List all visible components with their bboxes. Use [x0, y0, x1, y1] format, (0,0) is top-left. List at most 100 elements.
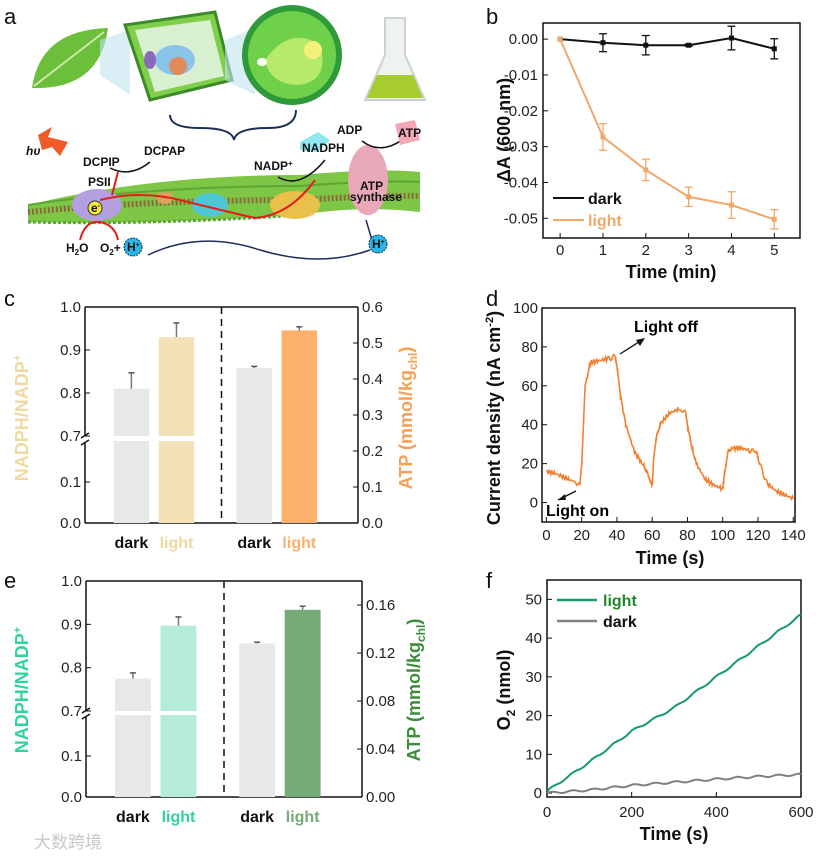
panel-label-c: c	[4, 286, 15, 311]
e-bar-nadph-dark	[114, 678, 151, 797]
panel-a-illustration: hυ DCPIP DCPAP PSII e- H2O O2+ H+ H+ NAD…	[26, 5, 427, 260]
b-point-light	[728, 202, 734, 208]
proton-label-right: H+	[372, 237, 385, 251]
panel-label-f: f	[486, 568, 493, 593]
d-light-off-arrowhead	[636, 338, 645, 346]
electron-arrow-dcpip	[111, 171, 119, 196]
f-ytick-label: 20	[525, 708, 542, 725]
b-point-dark	[728, 35, 734, 41]
b-point-light	[557, 36, 563, 42]
panel-label-d: d	[486, 286, 498, 311]
hv-label: hυ	[26, 144, 40, 158]
electron-icon	[87, 200, 103, 216]
b-legend-light: light	[588, 213, 622, 230]
zoom-cone	[100, 30, 130, 95]
electron-label: e-	[91, 201, 101, 215]
e-bar-break	[159, 711, 198, 715]
nadp-arrow	[277, 159, 326, 182]
f-xtick-label: 400	[704, 804, 729, 821]
d-plot-frame	[541, 307, 796, 523]
b-xtick-label: 1	[599, 242, 607, 259]
c-right-ytick-label: 0.2	[362, 443, 383, 460]
d-xtick-label: 80	[679, 527, 696, 544]
b-point-light	[686, 194, 692, 200]
b-point-dark	[686, 42, 692, 48]
c-axis-break-icon	[80, 432, 90, 446]
e-category-light: light	[286, 809, 320, 826]
e-right-ytick-label: 0.04	[366, 741, 395, 758]
plant-cell-icon	[123, 10, 234, 102]
d-ytick-label: 20	[521, 456, 538, 473]
b-ytick-label: -0.01	[504, 67, 538, 84]
d-xtick-label: 40	[609, 527, 626, 544]
f-ytick-label: 40	[525, 630, 542, 647]
c-right-ytick-label: 0.5	[362, 335, 383, 352]
c-category-light: light	[282, 535, 316, 552]
c-bar-break	[112, 436, 151, 441]
b-series-dark-line	[560, 37, 775, 50]
b-xtick-label: 3	[684, 242, 692, 259]
c-right-ytick-label: 0.3	[362, 407, 383, 424]
e-right-ytick-label: 0.16	[366, 597, 395, 614]
c-left-ytick-label: 0.9	[60, 342, 81, 359]
panel-label-e: e	[4, 568, 16, 593]
c-left-ytick-label: 0.7	[60, 428, 81, 445]
f-xtick-label: 600	[788, 804, 813, 821]
c-left-ytick-label: 0.1	[60, 474, 81, 491]
d-ytick-label: 60	[521, 378, 538, 395]
f-ytick-label: 50	[525, 591, 542, 608]
b-xlabel: Time (min)	[626, 262, 717, 282]
proton-label-left: H+	[127, 240, 140, 254]
b-xtick-label: 0	[556, 242, 564, 259]
b-point-dark	[771, 46, 777, 52]
nadph-label: NADPH	[302, 141, 345, 155]
d-ytick-label: 80	[521, 339, 538, 356]
e-left-ytick-label: 0.0	[61, 789, 82, 806]
psii-label: PSII	[88, 175, 111, 189]
d-current-line	[545, 353, 794, 502]
b-point-light	[771, 216, 777, 222]
proton-arrow	[147, 240, 371, 260]
proton-icon-right	[368, 234, 388, 254]
atp-synthase-label-1: ATP	[360, 179, 383, 193]
b-plot-frame	[542, 22, 801, 239]
b-ytick-label: -0.05	[504, 210, 538, 227]
f-ytick-label: 10	[525, 746, 542, 763]
e-right-ytick-label: 0.12	[366, 645, 395, 662]
f-series-light-line	[546, 613, 802, 792]
h2o-label: H2O	[66, 241, 88, 257]
b-point-light	[600, 134, 606, 140]
e-axis-break-icon	[81, 707, 91, 720]
f-legend-light: light	[603, 593, 637, 610]
e-left-ytick-label: 0.8	[61, 660, 82, 677]
e-category-dark: dark	[240, 809, 274, 826]
adp-arrow	[361, 139, 403, 149]
chloroplast-icon	[242, 5, 342, 105]
c-right-ytick-label: 0.6	[362, 299, 383, 316]
c-bar-atp-light	[281, 330, 318, 523]
e-category-dark: dark	[116, 809, 150, 826]
b-series-light-line	[559, 38, 775, 221]
nadph-burst	[300, 132, 330, 152]
dcpap-label: DCPAP	[144, 144, 185, 158]
d-xtick-label: 20	[573, 527, 590, 544]
flask-icon	[363, 17, 427, 101]
d-light-on-arrowhead	[558, 494, 566, 500]
adp-label: ADP	[337, 123, 362, 137]
dcpip-label: DCPIP	[83, 155, 120, 169]
leaf-icon	[32, 28, 108, 89]
c-bar-atp-dark	[236, 368, 273, 523]
f-ytick-label: 30	[525, 669, 542, 686]
watermark: 大数跨境	[34, 833, 102, 852]
e-left-ytick-label: 1.0	[61, 573, 82, 590]
f-xtick-label: 200	[619, 804, 644, 821]
d-ytick-label: 100	[513, 300, 538, 317]
proton-icon-left	[123, 237, 143, 257]
f-plot-frame	[546, 579, 802, 798]
d-xtick-label: 100	[710, 527, 735, 544]
c-left-ytick-label: 0.0	[60, 515, 81, 532]
c-right-ytick-label: 0.1	[362, 479, 383, 496]
b-xtick-label: 4	[727, 242, 735, 259]
b-ylabel: ΔA (600 nm)	[494, 78, 514, 182]
d-xtick-label: 140	[781, 527, 806, 544]
